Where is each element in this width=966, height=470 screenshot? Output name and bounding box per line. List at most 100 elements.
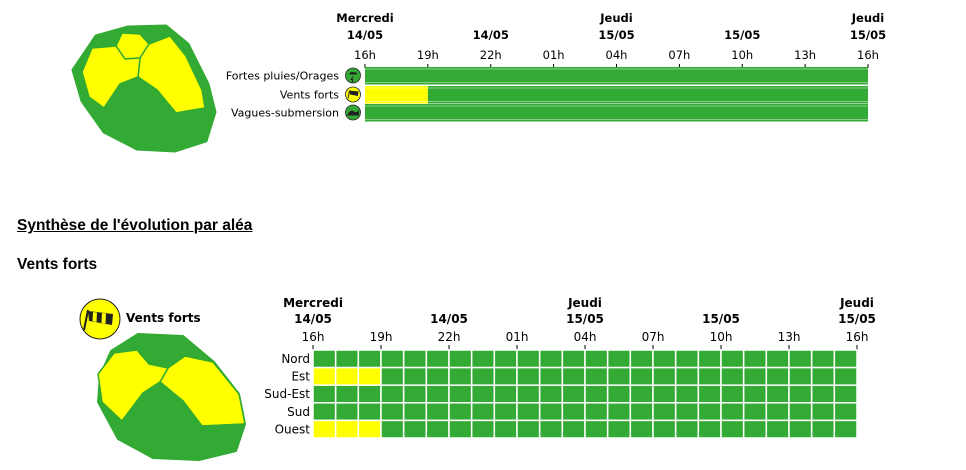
hour-tick-label: 22h xyxy=(438,330,461,344)
grid-cell xyxy=(742,349,768,369)
hour-tick-label: 16h xyxy=(302,330,325,344)
date-header-date: 14/05 xyxy=(347,28,383,42)
grid-cell xyxy=(720,384,745,404)
grid-cell xyxy=(742,366,768,386)
grid-cell xyxy=(697,402,722,422)
row-label: Vagues-submersion xyxy=(231,107,339,120)
grid-cell xyxy=(810,419,836,439)
date-header-day: Jeudi xyxy=(599,11,632,25)
grid-cell xyxy=(606,419,632,439)
hour-tick-label: 13h xyxy=(794,48,816,62)
hour-tick-label: 01h xyxy=(506,330,529,344)
grid-cell xyxy=(810,384,836,404)
hour-tick-label: 19h xyxy=(417,48,439,62)
grid-cell xyxy=(629,366,654,386)
grid-cell xyxy=(312,419,337,439)
bar-segment xyxy=(365,86,428,104)
hour-tick-label: 13h xyxy=(778,330,801,344)
grid-cell xyxy=(357,349,382,369)
hazard-title: Vents forts xyxy=(17,256,98,273)
grid-cell xyxy=(538,402,564,422)
grid-cell xyxy=(810,366,836,386)
grid-cell xyxy=(810,402,836,422)
region-label: Sud xyxy=(287,405,310,419)
grid-cell xyxy=(516,366,541,386)
grid-cell xyxy=(584,419,609,439)
wind-legend-label: Vents forts xyxy=(126,311,201,325)
grid-cell xyxy=(674,419,700,439)
grid-cell xyxy=(312,402,337,422)
windsock-legend-icon xyxy=(79,298,121,340)
grid-cell xyxy=(402,384,428,404)
top-row-labels: Fortes pluies/Orages Vents forts Vagues-su… xyxy=(226,67,361,121)
grid-cell xyxy=(720,366,745,386)
grid-cell xyxy=(561,384,586,404)
reunion-map-wind xyxy=(97,333,246,461)
hour-tick-label: 01h xyxy=(543,48,565,62)
grid-cell xyxy=(516,402,541,422)
date-header-date: 15/05 xyxy=(566,312,604,326)
region-label: Ouest xyxy=(275,422,311,436)
grid-cell xyxy=(606,384,632,404)
grid-cell xyxy=(584,366,609,386)
hour-tick-label: 16h xyxy=(354,48,376,62)
grid-cell xyxy=(470,366,496,386)
grid-cell xyxy=(493,402,518,422)
grid-cell xyxy=(674,384,700,404)
map-zone-sud-est xyxy=(182,400,246,461)
map-zone-sud-est xyxy=(156,89,206,142)
grid-cell xyxy=(425,384,450,404)
row-label: Fortes pluies/Orages xyxy=(226,70,339,83)
grid-cell xyxy=(312,384,337,404)
grid-cell xyxy=(493,366,518,386)
grid-cell xyxy=(629,384,654,404)
grid-cell xyxy=(720,419,745,439)
grid-cell xyxy=(493,384,518,404)
grid-cell xyxy=(470,419,496,439)
summary-chart: 16h 19h 22h 01h 04h 07h 10h 13h 16h Mercredi 14/05… xyxy=(71,11,886,153)
grid-cell xyxy=(425,419,450,439)
grid-cell xyxy=(697,366,722,386)
grid-cell xyxy=(606,349,632,369)
grid-cell xyxy=(765,402,790,422)
bar-segment xyxy=(365,67,868,85)
synthese-title: Synthèse de l'évolution par aléa xyxy=(17,217,253,234)
grid-cell xyxy=(584,384,609,404)
grid-cell xyxy=(516,384,541,404)
grid-cell xyxy=(674,349,700,369)
date-header-date: 15/05 xyxy=(850,28,886,42)
grid-cell xyxy=(425,366,450,386)
grid-cell xyxy=(402,349,428,369)
date-header-date: 14/05 xyxy=(294,312,332,326)
grid-cell xyxy=(833,384,858,404)
date-header-day: Jeudi xyxy=(851,11,884,25)
wind-legend: Vents forts xyxy=(79,298,201,340)
grid-cell xyxy=(380,366,405,386)
date-header-date: 14/05 xyxy=(430,312,468,326)
bar-segment xyxy=(427,86,868,104)
grid-cell xyxy=(833,366,858,386)
hour-tick-label: 16h xyxy=(846,330,869,344)
grid-cell xyxy=(629,402,654,422)
grid-cell xyxy=(788,349,813,369)
grid-cell xyxy=(402,419,428,439)
grid-cell xyxy=(380,402,405,422)
grid-cell xyxy=(629,419,654,439)
hour-tick-label: 10h xyxy=(731,48,753,62)
hour-tick-label: 19h xyxy=(370,330,393,344)
grid-cell xyxy=(538,419,564,439)
wind-grid xyxy=(312,349,858,439)
region-label: Nord xyxy=(281,352,310,366)
grid-cell xyxy=(334,384,360,404)
grid-cell xyxy=(833,419,858,439)
grid-cell xyxy=(765,419,790,439)
grid-cell xyxy=(380,384,405,404)
grid-cell xyxy=(788,384,813,404)
wind-time-header: 16h 19h 22h 01h 04h 07h 10h 13h 16h Mercredi 14/05… xyxy=(283,296,876,350)
hour-tick-label: 22h xyxy=(480,48,502,62)
grid-cell xyxy=(765,349,790,369)
grid-cell xyxy=(652,349,677,369)
grid-cell xyxy=(357,402,382,422)
hour-tick-label: 07h xyxy=(642,330,665,344)
hour-tick-label: 04h xyxy=(606,48,628,62)
